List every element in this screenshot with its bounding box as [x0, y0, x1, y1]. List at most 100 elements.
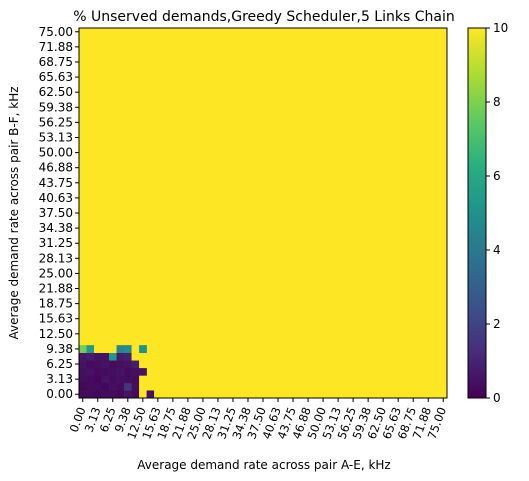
colorbar-tick-label: 4	[493, 243, 501, 257]
y-tick-label: 71.88	[39, 40, 73, 54]
heatmap-cell	[101, 352, 110, 361]
y-tick-label: 12.50	[39, 327, 73, 341]
colorbar-tick-label: 0	[493, 391, 501, 405]
y-tick-label: 28.13	[39, 251, 73, 265]
y-tick-label: 15.63	[39, 312, 73, 326]
heatmap-cell	[79, 367, 87, 376]
y-axis-label: Average demand rate across pair B-F, kHz	[7, 86, 21, 339]
y-tick-label: 62.50	[39, 85, 73, 99]
heatmap-cell	[139, 345, 147, 353]
heatmap-cell	[124, 345, 132, 353]
heatmap-cell	[94, 390, 102, 399]
heatmap-cell	[154, 390, 162, 399]
heatmap	[79, 28, 447, 399]
heatmap-cell	[139, 382, 147, 391]
heatmap-cell	[116, 367, 125, 376]
y-tick-label: 0.00	[46, 387, 73, 401]
heatmap-cell	[109, 390, 117, 399]
heatmap-cell	[101, 360, 110, 369]
heatmap-cell	[86, 360, 95, 369]
heatmap-cell	[86, 367, 95, 376]
heatmap-cell	[116, 390, 125, 399]
heatmap-cell	[131, 360, 140, 369]
colorbar-tick-label: 2	[493, 317, 501, 331]
heatmap-cell	[79, 360, 87, 369]
heatmap-cell	[109, 352, 117, 361]
heatmap-cell	[116, 360, 125, 369]
y-tick-label: 21.88	[39, 282, 73, 296]
heatmap-background	[79, 28, 447, 398]
heatmap-cell	[124, 360, 132, 369]
y-tick-label: 75.00	[39, 25, 73, 39]
colorbar-tick-label: 8	[493, 95, 501, 109]
x-axis-ticks: 0.003.136.259.3812.5015.6318.7521.8825.0…	[67, 398, 449, 441]
heatmap-cell	[124, 352, 132, 361]
y-tick-label: 50.00	[39, 146, 73, 160]
heatmap-cell	[79, 352, 87, 361]
heatmap-cell	[101, 390, 110, 399]
heatmap-cell	[131, 352, 140, 361]
heatmap-cell	[94, 382, 102, 391]
heatmap-cell	[86, 375, 95, 384]
y-tick-label: 25.00	[39, 266, 73, 280]
heatmap-cell	[139, 367, 147, 376]
heatmap-cell	[86, 382, 95, 391]
colorbar-tick-label: 6	[493, 169, 501, 183]
y-tick-label: 59.38	[39, 100, 73, 114]
y-tick-label: 34.38	[39, 221, 73, 235]
heatmap-cell	[79, 375, 87, 384]
heatmap-cell	[94, 352, 102, 361]
heatmap-cell	[94, 360, 102, 369]
heatmap-cell	[131, 390, 140, 399]
y-tick-label: 9.38	[46, 342, 73, 356]
heatmap-cell	[124, 375, 132, 384]
heatmap-cell	[116, 345, 125, 353]
y-tick-label: 46.88	[39, 161, 73, 175]
heatmap-cell	[101, 367, 110, 376]
heatmap-cell	[101, 382, 110, 391]
heatmap-cell	[139, 360, 147, 369]
x-axis-label: Average demand rate across pair A-E, kHz	[137, 458, 390, 472]
heatmap-cell	[79, 382, 87, 391]
chart-title: % Unserved demands,Greedy Scheduler,5 Li…	[73, 9, 454, 25]
y-tick-label: 40.63	[39, 191, 73, 205]
y-tick-label: 43.75	[39, 176, 73, 190]
heatmap-cell	[109, 382, 117, 391]
heatmap-cell	[109, 375, 117, 384]
heatmap-cell	[116, 382, 125, 391]
heatmap-cell	[79, 345, 87, 353]
heatmap-cell	[131, 375, 140, 384]
heatmap-cell	[116, 375, 125, 384]
heatmap-cell	[139, 375, 147, 384]
y-tick-label: 3.13	[46, 372, 73, 386]
heatmap-cell	[86, 390, 95, 399]
y-tick-label: 56.25	[39, 115, 73, 129]
colorbar	[467, 27, 487, 399]
heatmap-cell	[101, 345, 110, 353]
heatmap-cell	[124, 367, 132, 376]
colorbar-ticks: 0 2 4 6 8 10	[486, 21, 508, 405]
heatmap-cell	[124, 390, 132, 399]
y-tick-label: 68.75	[39, 55, 73, 69]
heatmap-cell	[109, 360, 117, 369]
heatmap-cell	[79, 390, 87, 399]
y-tick-label: 31.25	[39, 236, 73, 250]
heatmap-cell	[116, 352, 125, 361]
heatmap-cell	[109, 367, 117, 376]
y-tick-label: 53.13	[39, 130, 73, 144]
heatmap-cell	[86, 352, 95, 361]
heatmap-cell	[109, 345, 117, 353]
heatmap-cell	[146, 390, 155, 399]
heatmap-cell	[124, 382, 132, 391]
y-tick-label: 18.75	[39, 297, 73, 311]
heatmap-cell	[94, 375, 102, 384]
heatmap-cell	[101, 375, 110, 384]
heatmap-cell	[94, 345, 102, 353]
heatmap-cell	[94, 367, 102, 376]
heatmap-cell	[86, 345, 95, 353]
heatmap-cell	[131, 345, 140, 353]
y-tick-label: 37.50	[39, 206, 73, 220]
heatmap-cell	[131, 367, 140, 376]
